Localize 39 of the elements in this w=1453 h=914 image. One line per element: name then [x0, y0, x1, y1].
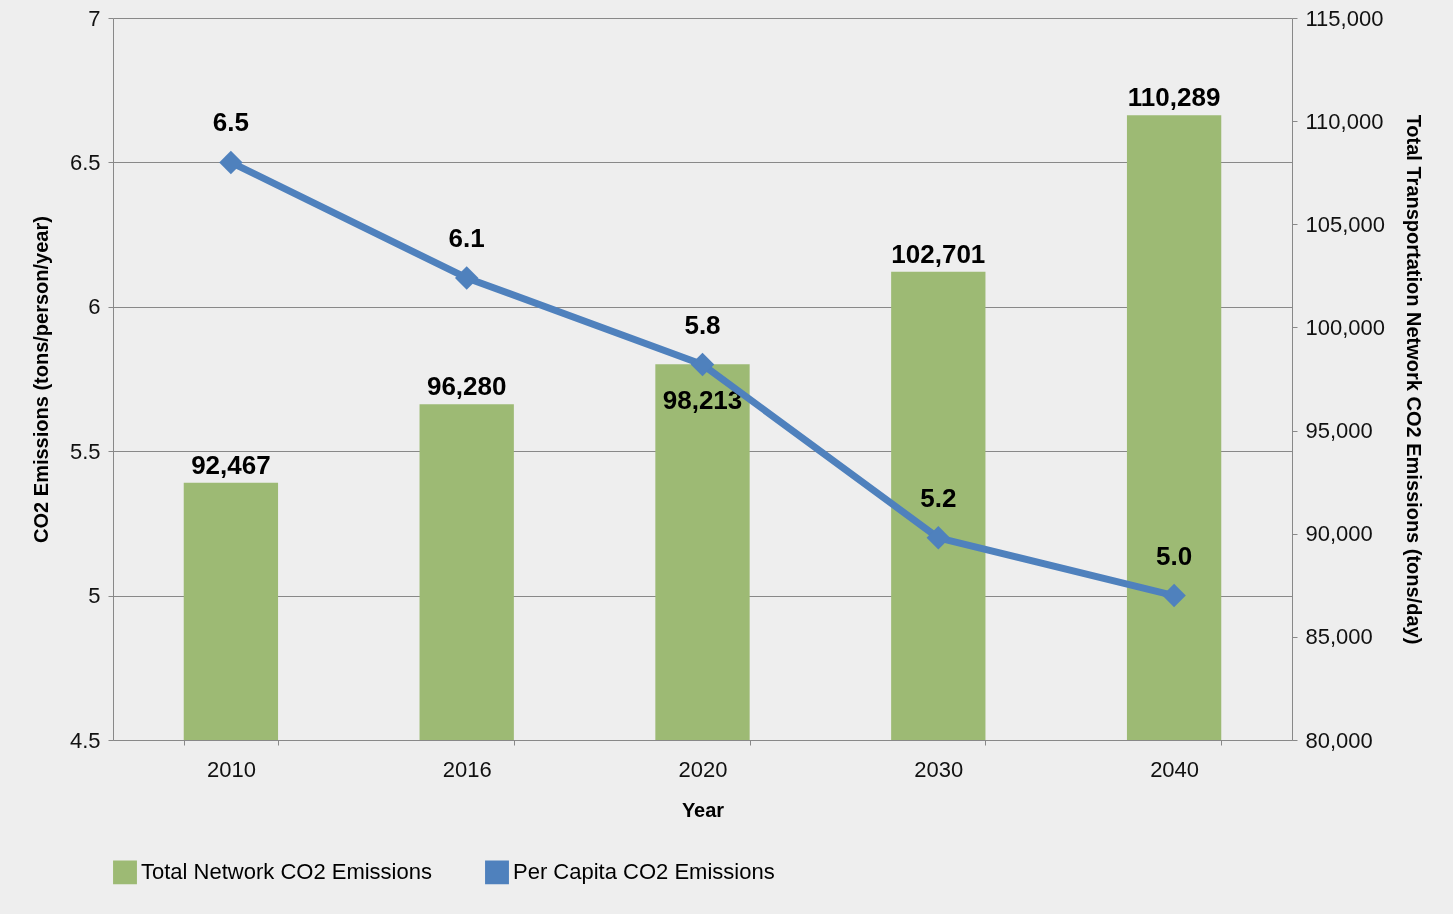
- y2-tick-label: 80,000: [1305, 727, 1373, 753]
- data-label: 102,701: [891, 238, 986, 269]
- y2-axis-title: Total Transportation Network CO2 Emissions (tons/day): [1403, 114, 1426, 645]
- x-tick-label: 2040: [1150, 756, 1200, 782]
- data-label: 96,280: [426, 371, 507, 402]
- x-tick-label: 2020: [678, 756, 728, 782]
- y2-tick-label: 110,000: [1305, 108, 1384, 134]
- point: [690, 352, 715, 377]
- y2-tick-label: 105,000: [1305, 211, 1386, 237]
- y-tick-label: 6: [88, 294, 101, 320]
- data-label: 6.1: [448, 222, 485, 253]
- legend-label: Per Capita CO2 Emissions: [513, 859, 775, 885]
- x-tick-label: 2010: [206, 756, 256, 782]
- y-tick-label: 5: [88, 583, 101, 609]
- data-label: 6.5: [212, 107, 249, 138]
- y-tick-label: 4.5: [69, 727, 101, 753]
- x-axis-title: Year: [681, 798, 725, 821]
- y2-tick-label: 95,000: [1305, 418, 1373, 444]
- y-axis-title: CO2 Emissions (tons/person/year): [29, 216, 52, 543]
- data-label: 5.2: [920, 482, 957, 513]
- legend-label: Total Network CO2 Emissions: [141, 859, 432, 885]
- y-tick-label: 5.5: [69, 438, 101, 464]
- data-label: 110,289: [1127, 82, 1221, 113]
- y-tick-label: 7: [88, 5, 101, 31]
- y2-tick-label: 85,000: [1305, 624, 1373, 650]
- point: [219, 150, 243, 175]
- point: [926, 526, 951, 550]
- data-label: 98,213: [662, 385, 743, 416]
- data-label: 92,467: [191, 449, 271, 480]
- y2-tick-label: 115,000: [1305, 5, 1384, 31]
- point: [1162, 583, 1186, 608]
- x-tick-label: 2016: [442, 756, 492, 782]
- point: [454, 266, 479, 290]
- y-tick-label: 6.5: [69, 149, 101, 175]
- data-label: 5.8: [684, 309, 721, 340]
- y2-tick-label: 90,000: [1305, 521, 1373, 547]
- x-tick-label: 2030: [914, 756, 964, 782]
- data-label: 5.0: [1156, 540, 1193, 571]
- y2-tick-label: 100,000: [1305, 314, 1386, 340]
